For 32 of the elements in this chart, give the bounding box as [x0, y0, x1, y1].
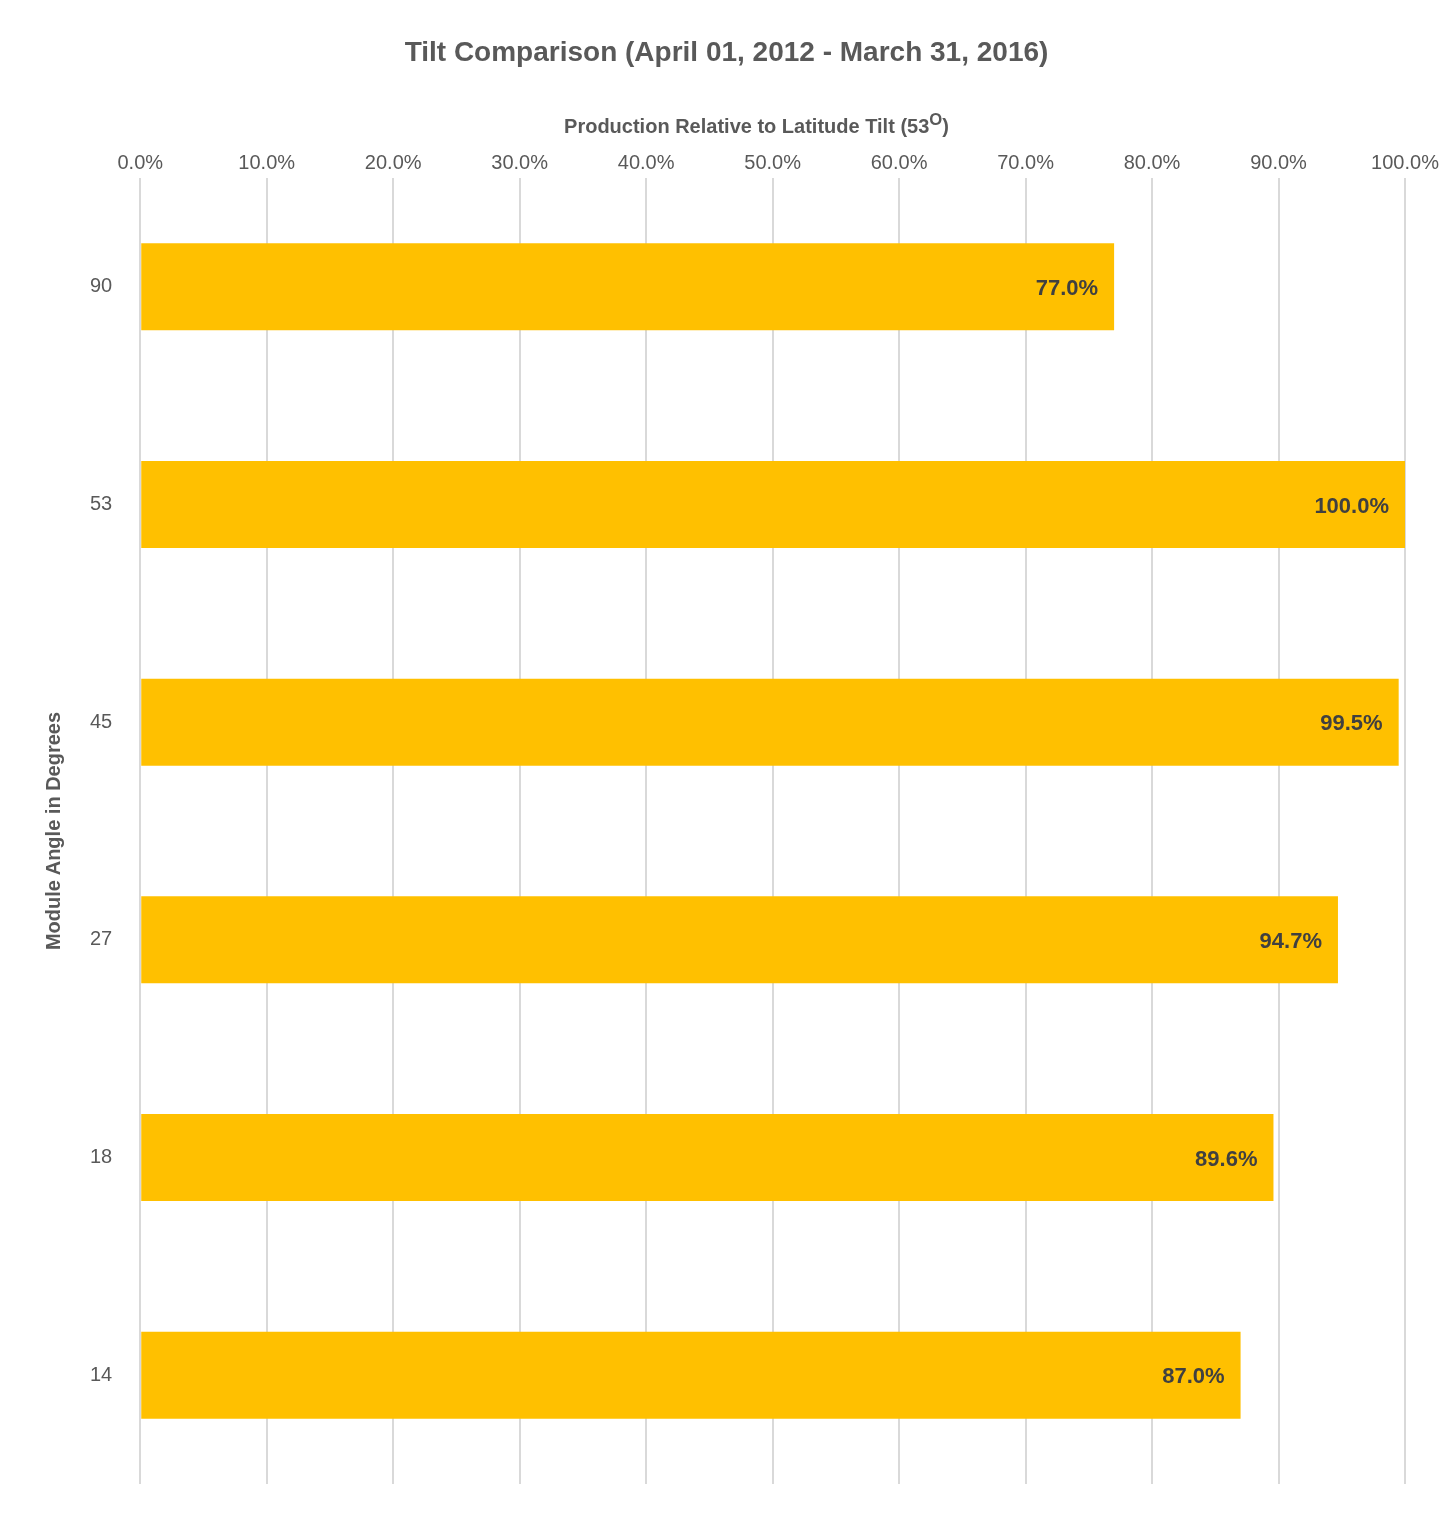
x-tick-label: 70.0%	[997, 150, 1055, 173]
x-tick-label: 40.0%	[617, 150, 675, 173]
x-axis-title: Production Relative to Latitude Tilt (53$^{O}$)	[563, 110, 950, 138]
x-tick-label: 30.0%	[491, 150, 549, 173]
y-tick-label: 90	[90, 274, 113, 297]
data-label: 99.5%	[1320, 709, 1383, 735]
x-tick-label: 60.0%	[870, 150, 928, 173]
bar	[141, 678, 1399, 766]
y-tick-label: 27	[90, 927, 113, 950]
y-tick-label: 18	[90, 1144, 113, 1167]
data-label: 94.7%	[1259, 927, 1322, 953]
bar	[141, 895, 1338, 984]
chart-title: Tilt Comparison (April 01, 2012 - March 31, 2016)	[403, 35, 1050, 68]
x-tick-label: 10.0%	[238, 150, 296, 173]
bar	[141, 460, 1405, 548]
x-tick-label: 80.0%	[1123, 150, 1181, 173]
data-label: 87.0%	[1162, 1362, 1225, 1388]
bar	[141, 1331, 1241, 1419]
y-tick-label: 53	[90, 491, 113, 514]
x-tick-label: 20.0%	[364, 150, 422, 173]
x-tick-label: 100.0%	[1371, 150, 1440, 173]
x-tick-label: 0.0%	[117, 150, 164, 173]
y-tick-label: 14	[90, 1362, 113, 1385]
bar	[141, 1113, 1274, 1201]
data-label: 100.0%	[1314, 492, 1389, 518]
data-label: 77.0%	[1035, 274, 1099, 300]
x-tick-label: 90.0%	[1250, 150, 1308, 173]
data-label: 89.6%	[1195, 1145, 1258, 1171]
y-tick-label: 45	[90, 709, 113, 732]
y-axis-title: Module Angle in Degrees	[41, 711, 64, 950]
x-tick-label: 50.0%	[744, 150, 802, 173]
bar	[141, 242, 1115, 331]
